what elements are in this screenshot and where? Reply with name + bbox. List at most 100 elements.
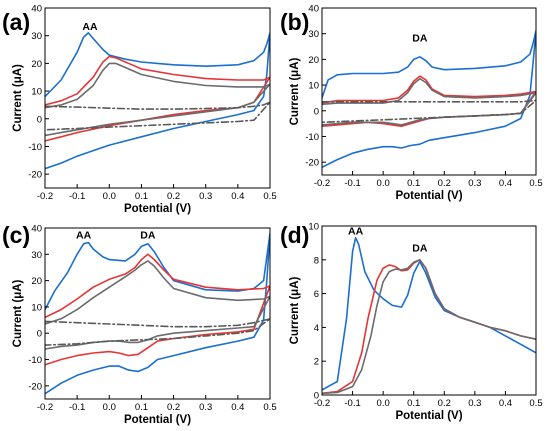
x-tick-label: 0.2 — [438, 398, 451, 409]
x-tick-label: 0.1 — [135, 402, 148, 413]
series-group — [45, 32, 270, 170]
series-line-1 — [322, 30, 536, 169]
x-axis-title: Potential (V) — [395, 190, 462, 202]
x-tick-label: 0.4 — [499, 178, 512, 189]
x-tick-label: 0.5 — [529, 178, 542, 189]
y-tick-label: 10 — [31, 302, 42, 313]
series-line-3 — [45, 62, 270, 137]
peak-annotation-da: DA — [412, 32, 428, 44]
peak-annotation-da: DA — [412, 242, 428, 254]
panel-label: (b) — [280, 9, 309, 35]
series-group — [322, 30, 536, 169]
x-tick-label: 0.3 — [199, 402, 212, 413]
y-axis-title: Current (μA) — [12, 64, 24, 132]
y-tick-label: 10 — [308, 81, 319, 92]
y-tick-label: 20 — [308, 55, 319, 66]
y-axis-title: Current (μA) — [289, 57, 301, 125]
x-tick-label: 0.0 — [103, 191, 116, 202]
y-tick-label: 30 — [31, 250, 42, 261]
series-line-4 — [322, 99, 536, 124]
series-line-2 — [322, 75, 536, 127]
x-tick-label: 0.2 — [438, 178, 451, 189]
x-tick-label: 0.0 — [377, 398, 390, 409]
peak-annotation-aa: AA — [82, 21, 98, 33]
series-line-2 — [45, 253, 270, 366]
series-line-3 — [45, 260, 270, 350]
panel-label: (c) — [2, 222, 30, 248]
series-group — [45, 232, 270, 395]
series-line-1 — [45, 232, 270, 395]
x-tick-label: -0.1 — [344, 178, 360, 189]
peak-annotation-aa: AA — [76, 230, 92, 242]
y-tick-label: 40 — [31, 4, 42, 15]
y-tick-label: 10 — [31, 87, 42, 98]
panel-d: -0.2 -0.1 0.0 0.1 0.2 0.3 0.4 0.5 0 2 4 6 8 10 Potenti… — [280, 222, 543, 423]
plot-frame — [321, 7, 537, 176]
y-tick-label: 0 — [314, 391, 319, 402]
x-tick-label: 0.4 — [499, 398, 512, 409]
y-tick-label: 20 — [31, 276, 42, 287]
y-tick-label: 0 — [314, 106, 319, 117]
y-tick-label: -10 — [28, 142, 42, 153]
x-tick-label: 0.4 — [231, 402, 244, 413]
y-tick-label: -10 — [28, 355, 42, 366]
y-tick-label: 10 — [308, 222, 319, 233]
x-tick-label: 0.2 — [167, 191, 180, 202]
y-tick-label: 8 — [314, 255, 319, 266]
series-line-1 — [322, 237, 536, 391]
x-tick-label: -0.2 — [314, 178, 330, 189]
x-tick-label: 0.0 — [103, 402, 116, 413]
y-tick-label: 4 — [314, 323, 319, 334]
panel-b: -0.2 -0.1 0.0 0.1 0.2 0.3 0.4 0.5 -20 -10 0 10 20 30 4… — [280, 4, 543, 203]
y-tick-label: 30 — [31, 31, 42, 42]
x-tick-label: -0.1 — [344, 398, 360, 409]
x-tick-label: 0.1 — [407, 178, 420, 189]
y-tick-label: -20 — [28, 381, 42, 392]
y-tick-label: -20 — [28, 170, 42, 181]
x-tick-label: 0.3 — [468, 398, 481, 409]
x-tick-label: 0.5 — [263, 191, 276, 202]
panel-a: -0.2 -0.1 0.0 0.1 0.2 0.3 0.4 0.5 -20 -10 0 10 20 30 4… — [2, 4, 277, 216]
x-tick-label: 0.5 — [263, 402, 276, 413]
y-tick-label: 6 — [314, 289, 319, 300]
y-axis-title: Current (μA) — [12, 279, 24, 347]
y-tick-label: 0 — [37, 329, 42, 340]
x-tick-label: 0.5 — [529, 398, 542, 409]
series-line-4 — [45, 317, 270, 346]
y-tick-label: 2 — [314, 357, 319, 368]
x-tick-label: 0.2 — [167, 402, 180, 413]
panel-c: -0.2 -0.1 0.0 0.1 0.2 0.3 0.4 0.5 -20 -10 0 10 20 30 4… — [2, 222, 277, 426]
plot-frame — [44, 227, 271, 400]
series-group — [322, 237, 536, 395]
series-line-4 — [45, 101, 270, 131]
x-axis-title: Potential (V) — [124, 414, 191, 426]
peak-annotation-aa: AA — [348, 225, 364, 237]
x-tick-label: -0.1 — [69, 402, 85, 413]
y-tick-label: 30 — [308, 29, 319, 40]
y-tick-label: 40 — [31, 224, 42, 235]
y-tick-label: 40 — [308, 4, 319, 15]
peak-annotation-da: DA — [140, 230, 156, 242]
x-tick-label: 0.3 — [199, 191, 212, 202]
plot-frame — [321, 225, 537, 396]
y-tick-label: -20 — [305, 158, 319, 169]
series-line-1 — [45, 32, 270, 170]
x-tick-label: 0.0 — [377, 178, 390, 189]
x-tick-label: -0.2 — [37, 191, 53, 202]
x-tick-label: -0.2 — [37, 402, 53, 413]
y-tick-label: 20 — [31, 59, 42, 70]
x-tick-label: 0.1 — [407, 398, 420, 409]
panel-label: (d) — [280, 222, 309, 248]
panel-label: (a) — [2, 9, 30, 35]
x-tick-label: 0.4 — [231, 191, 244, 202]
x-axis-title: Potential (V) — [395, 410, 462, 422]
series-line-3 — [322, 77, 536, 126]
y-tick-label: -10 — [305, 132, 319, 143]
x-axis-title: Potential (V) — [124, 203, 191, 215]
series-line-3 — [322, 258, 536, 395]
plot-frame — [44, 7, 271, 189]
y-axis-title: Current (μA) — [289, 276, 301, 344]
y-tick-label: 0 — [37, 114, 42, 125]
x-tick-label: -0.2 — [314, 398, 330, 409]
